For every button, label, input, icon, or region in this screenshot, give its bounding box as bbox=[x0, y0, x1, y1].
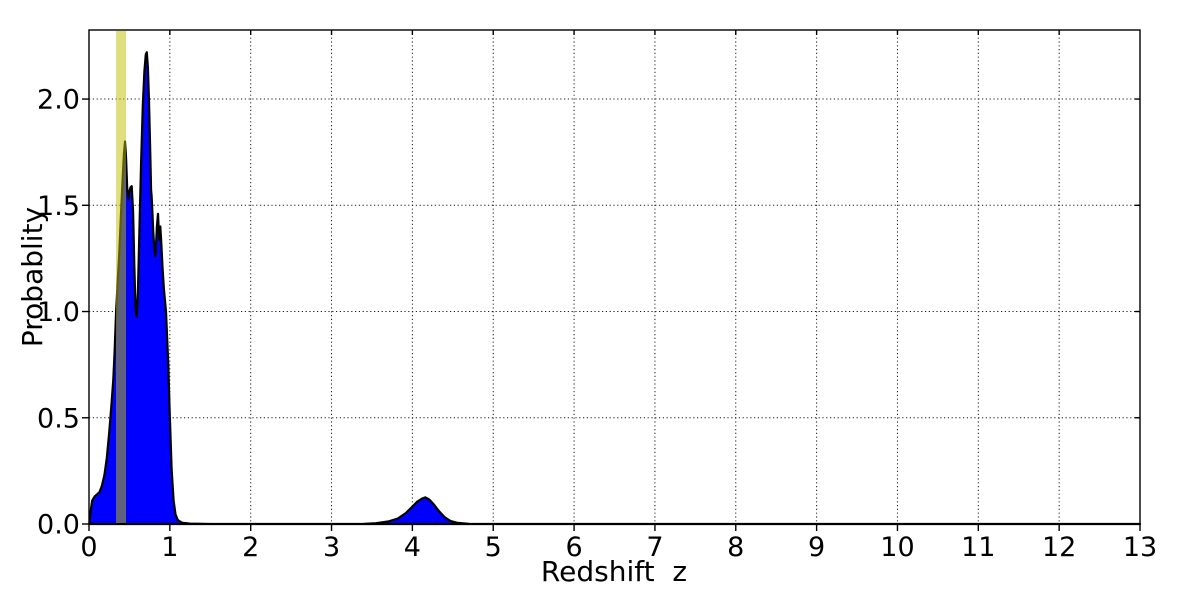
x-tick-label-13: 13 bbox=[1123, 532, 1157, 563]
reference-band bbox=[116, 31, 127, 523]
x-tick-label-2: 2 bbox=[242, 532, 259, 563]
y-tick-label-2.0: 2.0 bbox=[37, 85, 80, 116]
x-tick-label-9: 9 bbox=[808, 532, 825, 563]
axis-ticks bbox=[82, 30, 1141, 531]
x-tick-label-8: 8 bbox=[727, 532, 744, 563]
x-tick-label-0: 0 bbox=[80, 532, 97, 563]
x-tick-label-3: 3 bbox=[323, 532, 340, 563]
y-tick-label-1.0: 1.0 bbox=[37, 297, 80, 328]
gridlines bbox=[89, 30, 1140, 524]
x-tick-label-10: 10 bbox=[880, 532, 914, 563]
pdf-area-series bbox=[88, 51, 1142, 526]
plot-frame bbox=[88, 29, 1141, 525]
y-axis-label: Probablity bbox=[16, 207, 49, 347]
frame-rect bbox=[88, 29, 1141, 525]
marker-band bbox=[116, 31, 127, 523]
x-axis-label: Redshift z bbox=[541, 555, 687, 588]
x-tick-label-5: 5 bbox=[485, 532, 502, 563]
x-tick-labels: 0 1 2 3 4 5 6 7 8 9 10 11 12 13 bbox=[80, 532, 1157, 563]
x-tick-label-12: 12 bbox=[1042, 532, 1076, 563]
y-tick-label-1.5: 1.5 bbox=[37, 191, 80, 222]
x-tick-label-6: 6 bbox=[565, 532, 582, 563]
x-tick-label-11: 11 bbox=[961, 532, 995, 563]
y-tick-label-0.0: 0.0 bbox=[37, 510, 80, 541]
y-tick-label-0.5: 0.5 bbox=[37, 403, 80, 434]
x-tick-label-1: 1 bbox=[161, 532, 178, 563]
x-tick-label-7: 7 bbox=[646, 532, 663, 563]
pdf-curve bbox=[88, 51, 1142, 526]
y-tick-labels: 0.0 0.5 1.0 1.5 2.0 bbox=[37, 85, 80, 541]
x-tick-label-4: 4 bbox=[404, 532, 421, 563]
